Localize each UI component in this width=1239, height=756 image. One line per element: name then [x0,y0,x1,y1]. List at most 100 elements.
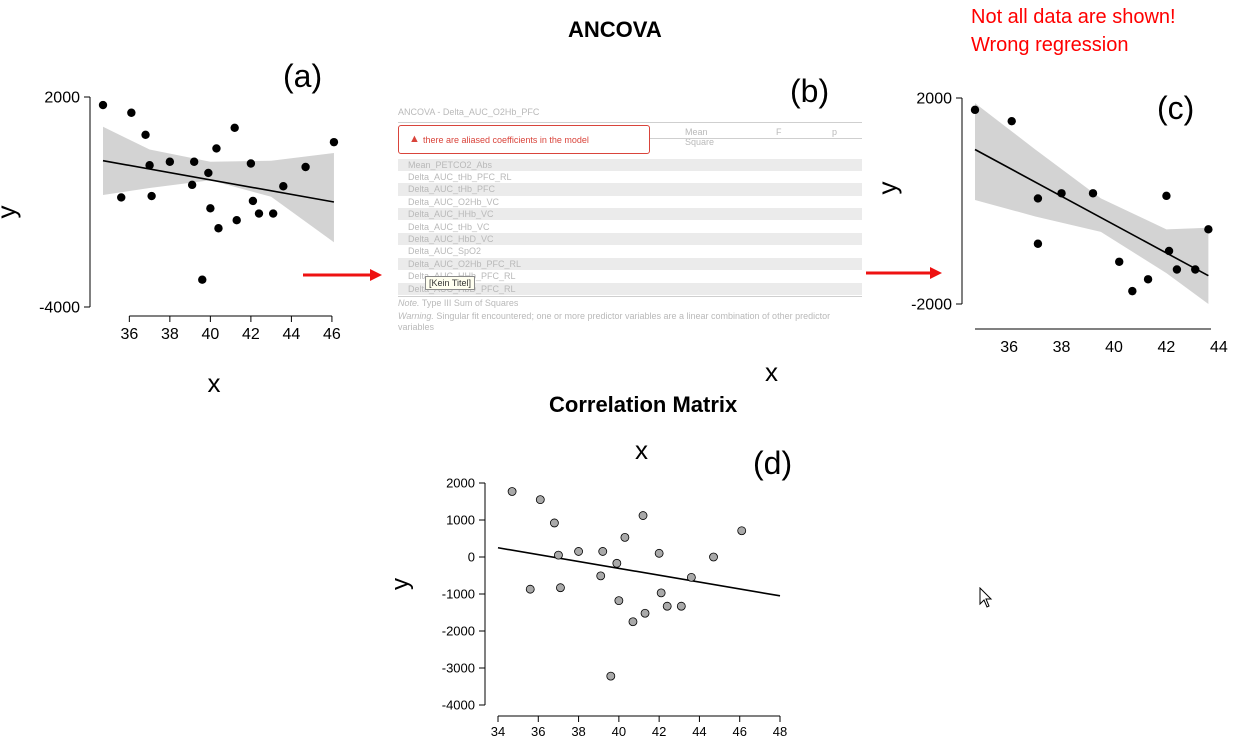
data-point [141,130,150,139]
stray-x-label-b: x [765,357,778,387]
table-row: Delta_AUC_HbD_VC [398,232,862,246]
table-row: Mean_PETCO2_Abs [398,158,862,171]
aliased-coefficients-alert: ▲ there are aliased coefficients in the … [398,125,650,154]
arrow-head [930,267,942,279]
red-arrow-left [303,269,382,281]
data-point [254,209,264,218]
x-tick-label: 42 [652,724,666,739]
x-axis-label: x [208,368,221,398]
x-tick-label: 38 [571,724,585,739]
data-point [1164,246,1174,256]
data-point [1115,257,1124,266]
data-point [1088,189,1098,198]
data-point [737,526,747,536]
y-tick-label: -2000 [911,297,952,314]
correlation-matrix-heading: Correlation Matrix [549,392,738,417]
panel-label-a: (a) [283,58,323,94]
data-point [606,671,616,681]
data-point [1033,194,1043,203]
x-tick-label: 40 [201,326,219,343]
table-warning: Warning. Singular fit encountered; one o… [398,311,858,333]
x-tick-label: 42 [242,326,260,343]
warning-note-line-1: Not all data are shown! [971,6,1176,28]
y-tick-label: 2000 [446,476,475,491]
data-point [612,558,622,568]
data-point [654,548,664,558]
data-point [535,495,545,505]
data-point [187,180,197,190]
data-point [147,191,156,201]
table-bottom-rule [398,296,862,297]
arrow-head [370,269,382,281]
tooltip: [Kein Titel] [425,276,476,290]
data-point [556,583,565,593]
data-point [329,137,339,147]
x-tick-label: 34 [491,724,505,739]
data-point [1143,275,1153,284]
data-point [525,584,535,594]
data-point [574,547,583,556]
ancova-table-title: ANCOVA - Delta_AUC_O2Hb_PFC [398,107,540,117]
regression-line [497,546,781,597]
confidence-band [103,126,334,243]
data-point [1033,239,1043,248]
data-point [117,193,126,202]
data-point [206,204,215,213]
data-point [165,157,175,166]
y-axis-label: y [0,206,21,219]
data-point [1191,265,1200,274]
table-top-rule [398,122,862,123]
table-row: Delta_AUC_O2Hb_PFC_RL [398,257,862,271]
data-point [212,144,221,153]
data-point [596,571,606,581]
row-label: Delta_AUC_tHb_PFC [408,184,496,195]
data-point [620,532,630,542]
x-tick-label: 40 [1105,339,1123,356]
table-row: Delta_AUC_tHb_VC [398,221,862,233]
data-point [507,487,517,496]
column-header-f: F [776,127,782,137]
y-tick-label: -4000 [442,698,475,713]
data-point [301,162,310,172]
panel-label-b: (b) [790,73,830,109]
table-row: Delta_AUC_O2Hb_VC [398,196,862,208]
y-tick-label: -3000 [442,661,475,676]
red-arrow-right [866,267,942,279]
data-point [189,157,199,166]
row-label: Delta_AUC_O2Hb_VC [408,196,500,207]
y-tick-label: 2000 [916,91,952,108]
data-point [640,608,650,618]
data-point [214,224,223,233]
y-tick-label: -4000 [39,300,80,317]
data-point [676,601,686,611]
data-point [1204,225,1213,234]
data-point [1172,265,1182,274]
x-tick-label: 38 [161,326,179,343]
x-tick-label: 36 [120,326,138,343]
scatter-chart-d: 2000 1000 0 -1000 -2000 -3000 -4000 34 36 38 40 42 4… [387,476,787,739]
y-tick-label: 0 [468,550,475,565]
x-tick-label: 46 [323,326,341,343]
note-label: Note. [398,298,420,308]
x-tick-label: 36 [531,724,545,739]
data-point [709,552,718,562]
warning-note-line-2: Wrong regression [971,34,1129,56]
warning-note: Not all data are shown! Wrong regression [971,3,1176,59]
row-label: Delta_AUC_O2Hb_PFC_RL [408,258,522,269]
row-label: Delta_AUC_tHb_PFC_RL [408,171,512,182]
panel-label-c: (c) [1157,90,1195,126]
data-point [686,572,696,582]
x-tick-label: 36 [1000,339,1018,356]
data-point [1057,189,1066,198]
x-tick-label: 38 [1053,339,1071,356]
data-point [248,196,258,206]
data-point [550,518,559,528]
x-tick-label: 44 [1210,339,1228,356]
data-point [127,108,136,117]
table-note: Note. Type III Sum of Squares [398,298,518,308]
table-row: Delta_AUC_tHb_PFC [398,183,862,196]
data-point [662,601,672,611]
x-tick-label: 44 [283,326,301,343]
alert-message: there are aliased coefficients in the mo… [423,135,589,145]
regression-line [974,148,1209,277]
